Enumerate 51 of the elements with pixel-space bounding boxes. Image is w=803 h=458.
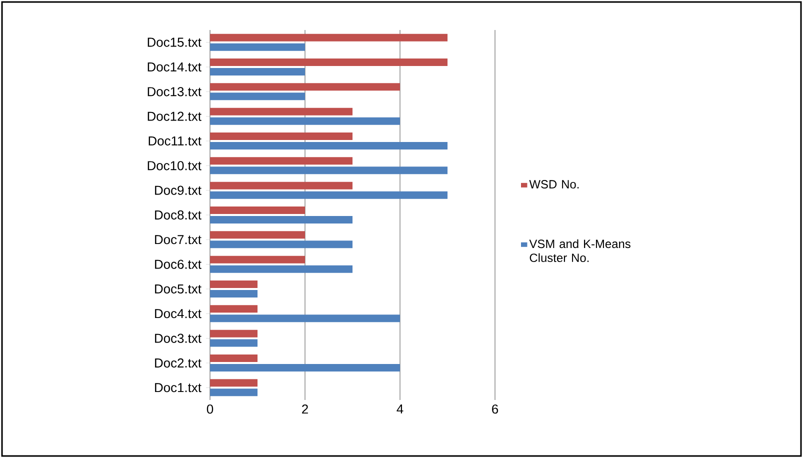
bar (210, 191, 448, 199)
bar (210, 330, 258, 338)
bar (210, 43, 306, 51)
x-tick-label: 2 (302, 404, 308, 414)
bar (210, 34, 448, 42)
y-tick-label: Doc15.txt (148, 38, 202, 47)
bar (210, 83, 400, 91)
bar (210, 68, 306, 76)
bar (210, 108, 353, 116)
bar (210, 256, 306, 264)
bar (210, 216, 353, 224)
bar (210, 305, 258, 313)
x-tick-label: 6 (492, 404, 498, 414)
bar (210, 117, 400, 125)
y-tick-label: Doc7.txt (155, 235, 202, 244)
y-tick-label: Doc13.txt (148, 87, 202, 96)
y-tick-label: Doc3.txt (155, 334, 202, 343)
bar (210, 231, 306, 239)
bar (210, 58, 448, 66)
bar (210, 290, 258, 298)
bar (210, 265, 353, 273)
y-tick-label: Doc14.txt (148, 62, 202, 72)
bar (210, 142, 448, 150)
bar (210, 166, 448, 174)
y-tick-label: Doc2.txt (155, 358, 202, 368)
bar (210, 92, 306, 100)
y-tick-label: Doc1.txt (155, 383, 202, 392)
y-tick-label: Doc11.txt (148, 136, 202, 146)
y-tick-label: Doc6.txt (155, 260, 202, 269)
y-tick-label: Doc12.txt (148, 112, 202, 121)
bar (210, 388, 258, 396)
bar (210, 182, 353, 190)
legend-label: WSD No. (529, 180, 579, 189)
legend-label: VSM and K-Means Cluster No. (529, 239, 630, 262)
x-tick-label: 0 (206, 404, 214, 414)
y-tick-label: Doc10.txt (148, 161, 202, 170)
bar (210, 206, 306, 214)
y-tick-label: Doc5.txt (155, 284, 202, 294)
bar (210, 157, 353, 165)
bar (210, 314, 400, 322)
x-tick-label: 4 (396, 404, 404, 414)
bar (210, 280, 258, 288)
bar (210, 339, 258, 347)
bar (210, 354, 258, 362)
bar (210, 132, 353, 140)
y-tick-label: Doc9.txt (155, 186, 202, 195)
y-tick-label: Doc4.txt (155, 309, 202, 318)
bar (210, 240, 353, 248)
bar (210, 379, 258, 387)
bar (210, 364, 400, 372)
y-tick-label: Doc8.txt (155, 210, 202, 220)
